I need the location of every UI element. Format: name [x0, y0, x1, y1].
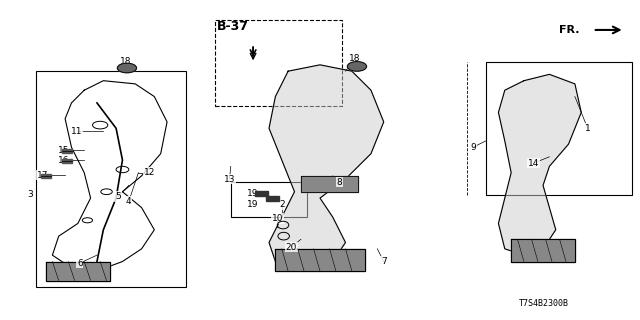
Circle shape — [348, 62, 367, 71]
Text: 3: 3 — [27, 190, 33, 199]
Text: 10: 10 — [271, 214, 283, 223]
Polygon shape — [301, 176, 358, 192]
Polygon shape — [275, 249, 365, 271]
Polygon shape — [269, 65, 384, 271]
Text: 20: 20 — [285, 243, 297, 252]
Text: 19: 19 — [247, 189, 259, 198]
Circle shape — [117, 63, 136, 73]
Text: 18: 18 — [349, 54, 361, 63]
Polygon shape — [499, 74, 581, 255]
Text: 18: 18 — [120, 57, 131, 66]
Text: 9: 9 — [470, 143, 476, 152]
Text: 14: 14 — [528, 159, 539, 168]
Text: 11: 11 — [71, 127, 83, 136]
Text: 5: 5 — [115, 192, 121, 201]
Text: 8: 8 — [336, 178, 342, 187]
Text: 6: 6 — [77, 259, 83, 268]
Bar — [266, 196, 278, 201]
Text: 7: 7 — [381, 257, 387, 266]
Text: 16: 16 — [58, 156, 70, 164]
Text: FR.: FR. — [559, 25, 580, 35]
Text: 15: 15 — [58, 146, 70, 155]
Polygon shape — [511, 239, 575, 261]
Text: 2: 2 — [279, 200, 285, 209]
Text: T7S4B2300B: T7S4B2300B — [518, 299, 568, 308]
Text: 1: 1 — [585, 124, 591, 133]
Bar — [62, 149, 72, 153]
Text: B-37: B-37 — [217, 20, 249, 33]
Polygon shape — [46, 261, 109, 281]
Text: 19: 19 — [247, 200, 259, 209]
Bar — [41, 174, 51, 178]
Text: 17: 17 — [37, 171, 49, 180]
Bar — [62, 159, 72, 163]
Text: 4: 4 — [126, 197, 132, 206]
Text: 12: 12 — [144, 168, 156, 177]
Text: 13: 13 — [224, 174, 236, 184]
Bar — [255, 191, 268, 196]
